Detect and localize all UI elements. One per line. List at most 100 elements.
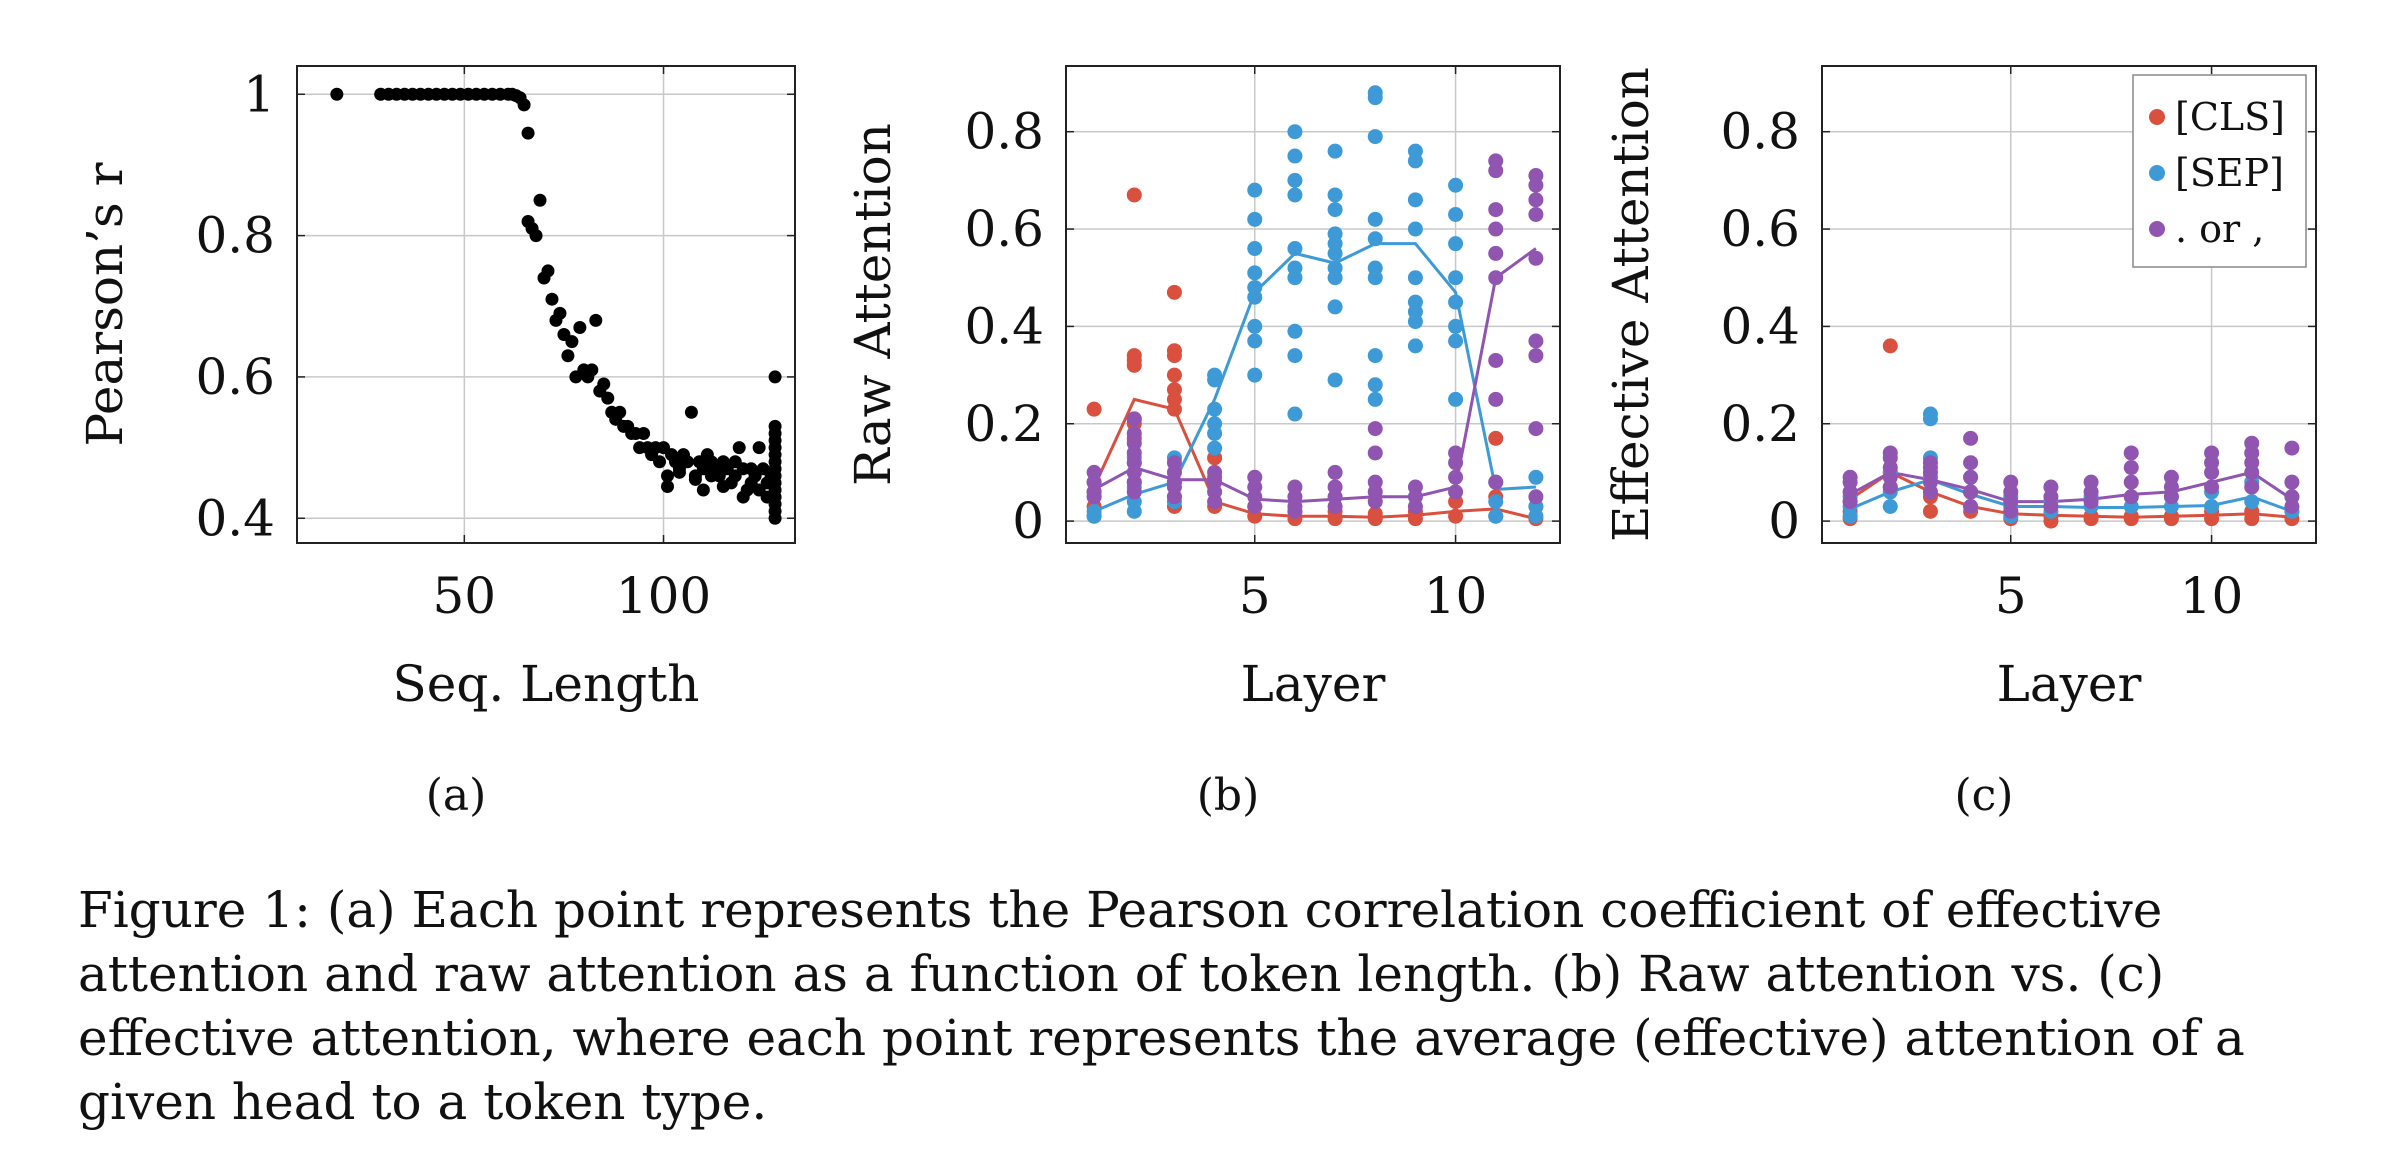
- data-point: [2284, 498, 2300, 514]
- data-point: [1528, 333, 1544, 349]
- plot-frame: [1065, 65, 1561, 544]
- data-point: [1287, 503, 1303, 519]
- data-point: [1922, 484, 1938, 500]
- legend-entry: [SEP]: [2175, 151, 2284, 195]
- data-point: [1407, 511, 1423, 527]
- data-point: [2204, 511, 2220, 527]
- data-point: [330, 87, 344, 101]
- panel-label: (b): [1197, 770, 1260, 821]
- data-point: [561, 349, 575, 363]
- data-point: [1166, 348, 1182, 364]
- data-point: [517, 98, 531, 112]
- plot-frame: [296, 65, 796, 544]
- data-point: [1367, 129, 1383, 145]
- panel-label: (c): [1955, 770, 2014, 821]
- data-point: [1367, 511, 1383, 527]
- data-point: [1247, 182, 1263, 198]
- data-point: [2123, 474, 2139, 490]
- data-point: [2244, 464, 2260, 480]
- data-point: [1287, 348, 1303, 364]
- panel-a: 50 100 0.4 0.6 0.8 1 Seq. Length Pearson’s r (a): [76, 65, 796, 821]
- x-tick-label: 50: [433, 567, 497, 625]
- x-axis-label: Seq. Length: [393, 655, 700, 713]
- data-point: [1247, 265, 1263, 281]
- data-point: [732, 441, 746, 455]
- data-point: [1882, 498, 1898, 514]
- data-point: [1367, 270, 1383, 286]
- data-point: [1166, 367, 1182, 383]
- plot-frame: [1821, 65, 2317, 544]
- y-tick-label: 1: [243, 65, 275, 123]
- data-point: [1207, 440, 1223, 456]
- data-point: [1207, 401, 1223, 417]
- data-point: [1287, 124, 1303, 140]
- y-tick-label: 0.4: [1720, 297, 1800, 355]
- data-point: [2204, 479, 2220, 495]
- data-point: [1842, 508, 1858, 524]
- data-point: [1922, 503, 1938, 519]
- data-point: [2043, 498, 2059, 514]
- data-point: [1842, 494, 1858, 510]
- data-point: [1247, 498, 1263, 514]
- y-tick-label: 0.4: [964, 297, 1044, 355]
- data-point: [680, 455, 694, 469]
- data-point: [1922, 411, 1938, 427]
- y-tick-label: 0.8: [964, 103, 1044, 161]
- y-tick-label: 0.8: [195, 207, 275, 265]
- data-point: [1407, 314, 1423, 330]
- data-point: [1327, 202, 1343, 218]
- data-point: [768, 419, 782, 433]
- data-point: [1528, 348, 1544, 364]
- data-point: [2083, 494, 2099, 510]
- data-point: [1448, 206, 1464, 222]
- data-point: [573, 320, 587, 334]
- data-point: [1963, 484, 1979, 500]
- legend-entry: [CLS]: [2175, 95, 2285, 139]
- y-axis-label: Pearson’s r: [76, 162, 134, 446]
- data-point: [1287, 270, 1303, 286]
- data-point: [1528, 469, 1544, 485]
- data-point: [1448, 294, 1464, 310]
- data-point: [1287, 148, 1303, 164]
- data-point: [2284, 440, 2300, 456]
- series-line: [1093, 242, 1536, 513]
- y-tick-label: 0: [1012, 492, 1044, 550]
- y-tick-label: 0.6: [1720, 200, 1800, 258]
- legend-marker: [2149, 109, 2165, 125]
- data-point: [1488, 508, 1504, 524]
- data-point: [1963, 469, 1979, 485]
- data-point: [541, 264, 555, 278]
- x-tick-label: 10: [1424, 567, 1488, 625]
- data-point: [1327, 245, 1343, 261]
- data-point: [585, 363, 599, 377]
- x-axis-label: Layer: [1997, 655, 2142, 713]
- data-point: [1528, 508, 1544, 524]
- data-point: [529, 229, 543, 243]
- data-point: [1367, 348, 1383, 364]
- data-point: [1488, 430, 1504, 446]
- data-point: [1528, 206, 1544, 222]
- data-point: [2123, 445, 2139, 461]
- data-point: [1367, 421, 1383, 437]
- data-point: [1086, 489, 1102, 505]
- data-point: [661, 469, 675, 483]
- data-point: [1448, 270, 1464, 286]
- data-point: [688, 472, 702, 486]
- data-point: [1327, 464, 1343, 480]
- data-point: [1207, 372, 1223, 388]
- data-point: [1247, 333, 1263, 349]
- legend-entry: . or ,: [2175, 207, 2264, 251]
- data-point: [1407, 153, 1423, 169]
- data-point: [2244, 511, 2260, 527]
- data-point: [1488, 163, 1504, 179]
- data-point: [2123, 489, 2139, 505]
- data-point: [704, 469, 718, 483]
- x-tick-label: 10: [2180, 567, 2244, 625]
- y-axis-label: Raw Attention: [844, 123, 902, 486]
- data-point: [1963, 498, 1979, 514]
- y-tick-label: 0.4: [195, 489, 275, 547]
- data-point: [1407, 270, 1423, 286]
- data-point: [1407, 192, 1423, 208]
- panel-label: (a): [426, 770, 487, 821]
- data-point: [1448, 391, 1464, 407]
